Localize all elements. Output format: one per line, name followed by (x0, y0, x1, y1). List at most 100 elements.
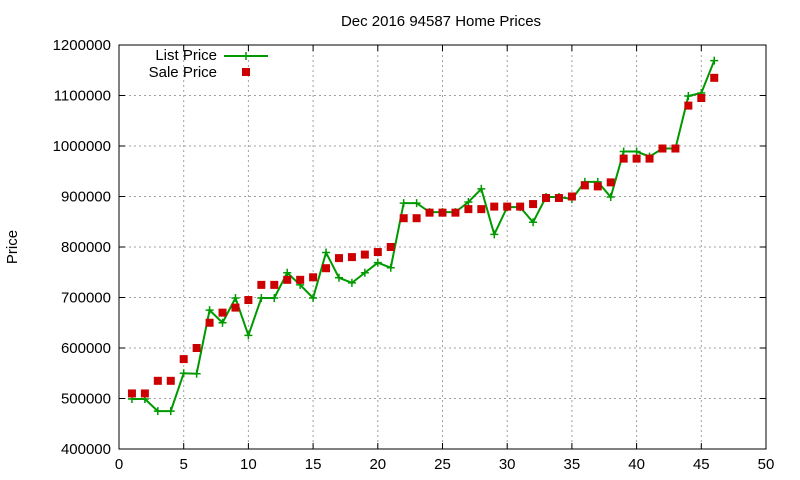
sale-price-point (140, 389, 149, 398)
list-price-point (619, 147, 628, 156)
list-price-point (373, 258, 382, 267)
list-price-point (283, 268, 292, 277)
list-price-point (412, 199, 421, 208)
sale-price-point (451, 208, 460, 217)
list-price-point (205, 306, 214, 315)
sale-price-point (179, 355, 188, 364)
y-tick-label: 800000 (61, 239, 111, 256)
list-price-point (334, 273, 343, 282)
sale-price-point (347, 253, 356, 262)
chart-title: Dec 2016 94587 Home Prices (341, 13, 541, 30)
x-tick-label: 20 (369, 456, 386, 473)
list-price-point (529, 218, 538, 227)
list-price-point (386, 263, 395, 272)
sale-price-point (684, 101, 693, 110)
legend-label-sale-price: Sale Price (149, 64, 217, 81)
sale-price-point (593, 182, 602, 191)
x-tick-label: 15 (305, 456, 322, 473)
list-price-point (347, 278, 356, 287)
sale-price-point (645, 154, 654, 163)
y-tick-label: 700000 (61, 290, 111, 307)
sale-price-point (270, 280, 279, 289)
list-price-point (309, 294, 318, 303)
x-tick-label: 35 (564, 456, 581, 473)
sale-price-point (218, 308, 227, 317)
list-price-point (490, 230, 499, 239)
x-tick-label: 10 (240, 456, 257, 473)
sale-price-point (373, 248, 382, 257)
sale-price-point (166, 376, 175, 385)
x-tick-label: 45 (693, 456, 710, 473)
sale-price-point (554, 194, 563, 203)
sale-price-point (360, 250, 369, 259)
sale-price-point (205, 318, 214, 327)
grid-lines (119, 45, 766, 449)
list-price-point (710, 56, 719, 65)
list-price-point (270, 294, 279, 303)
series-layer (127, 56, 719, 416)
sale-price-point (257, 280, 266, 289)
sale-price-point (399, 214, 408, 223)
x-tick-label: 0 (115, 456, 123, 473)
y-tick-label: 400000 (61, 441, 111, 458)
sale-price-point (412, 214, 421, 223)
list-price-point (399, 199, 408, 208)
y-tick-label: 1200000 (53, 37, 111, 54)
list-price-point (684, 92, 693, 101)
axis-ticks: 0 5 10 15 20 25 30 35 40 45 50 400000 500000 600000 70… (53, 37, 775, 473)
list-price-point (322, 248, 331, 257)
y-tick-label: 900000 (61, 189, 111, 206)
sale-price-point (503, 202, 512, 211)
sale-price-point (671, 144, 680, 153)
sale-price-point (425, 208, 434, 217)
y-axis-label: Price (4, 230, 21, 264)
x-tick-label: 25 (434, 456, 451, 473)
sale-price-point (386, 243, 395, 251)
sale-price-point (296, 275, 305, 284)
list-price-point (192, 369, 201, 378)
list-price-point (464, 198, 473, 207)
sale-price-point (658, 144, 667, 153)
sale-price-point (697, 94, 706, 103)
x-tick-label: 50 (758, 456, 775, 473)
y-tick-label: 1100000 (54, 88, 111, 105)
list-price-point (257, 294, 266, 303)
sale-price-point (542, 194, 551, 203)
list-price-point (153, 407, 162, 416)
sale-price-point (153, 376, 162, 385)
sale-price-point (334, 254, 343, 263)
y-tick-label: 600000 (61, 340, 111, 357)
sale-price-point (322, 264, 331, 273)
sale-price-point (127, 389, 136, 398)
y-tick-label: 500000 (61, 391, 111, 408)
list-price-point (166, 407, 175, 416)
x-tick-label: 40 (628, 456, 645, 473)
list-price-point (179, 369, 188, 378)
sale-price-point (231, 303, 240, 312)
sale-price-point (516, 202, 525, 211)
sale-price-point (309, 273, 318, 282)
y-tick-label: 1000000 (53, 138, 111, 155)
sale-price-point (710, 73, 719, 82)
legend-label-list-price: List Price (155, 47, 217, 64)
x-tick-label: 5 (180, 456, 188, 473)
sale-price-point (477, 205, 486, 214)
sale-price-point (283, 275, 292, 284)
sale-price-point (580, 181, 589, 190)
list-price-point (477, 184, 486, 193)
list-price-point (360, 268, 369, 277)
legend: List Price Sale Price (149, 47, 268, 81)
list-price-point (606, 193, 615, 202)
sale-price-point (606, 178, 615, 187)
list-price-line (131, 60, 716, 413)
sale-price-point (619, 154, 628, 163)
legend-key-sale-price (242, 68, 250, 76)
legend-key-list-price-marker (242, 52, 250, 60)
sale-price-point (529, 200, 538, 209)
sale-price-point (192, 344, 201, 352)
sale-price-point (490, 202, 499, 211)
sale-price-point (632, 154, 641, 163)
sale-price-point (244, 296, 253, 305)
sale-price-point (567, 192, 576, 201)
